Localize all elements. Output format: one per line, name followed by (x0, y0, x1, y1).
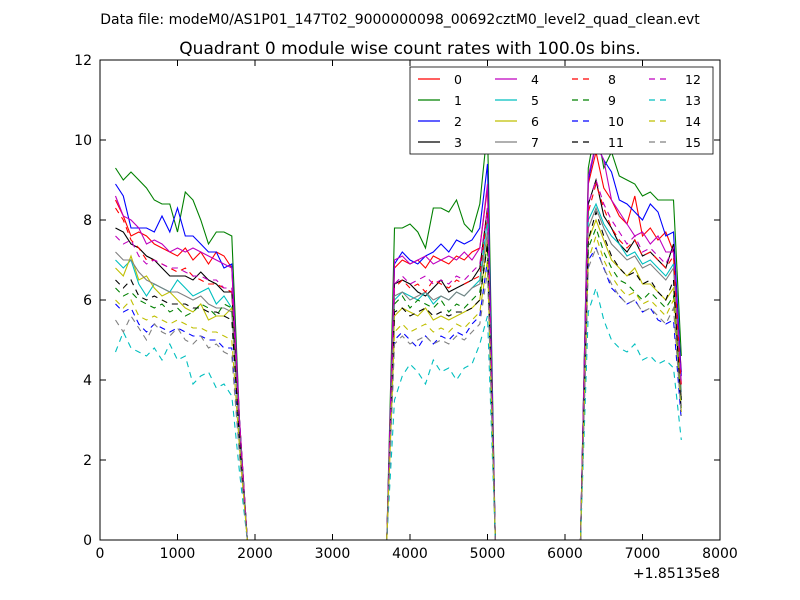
x-tick-label: 4000 (392, 546, 428, 562)
legend-label-11: 11 (608, 135, 624, 150)
series-line-1 (115, 123, 682, 541)
series-line-11 (115, 210, 682, 541)
data-file-suptitle: Data file: modeM0/AS1P01_147T02_90000000… (100, 12, 700, 28)
legend-label-0: 0 (454, 72, 462, 87)
legend-label-9: 9 (608, 93, 616, 108)
legend-label-3: 3 (454, 135, 462, 150)
y-tick-label: 2 (83, 453, 92, 469)
y-tick-label: 4 (83, 373, 92, 389)
y-tick-label: 6 (83, 293, 92, 309)
legend-label-5: 5 (531, 93, 539, 108)
series-line-2 (115, 142, 682, 541)
series-line-8 (115, 182, 682, 541)
series-line-9 (115, 226, 682, 541)
legend-label-13: 13 (685, 93, 701, 108)
x-tick-label: 0 (96, 546, 105, 562)
series-line-0 (115, 151, 682, 541)
series-line-5 (115, 202, 682, 541)
y-tick-label: 8 (83, 213, 92, 229)
x-tick-label: 8000 (702, 546, 738, 562)
y-tick-label: 0 (83, 533, 92, 549)
series-line-13 (114, 285, 682, 541)
legend-label-15: 15 (685, 135, 701, 150)
x-offset-label: +1.85135e8 (633, 566, 720, 582)
legend-label-8: 8 (608, 72, 616, 87)
y-tick-label: 12 (74, 53, 92, 69)
series-line-4 (114, 142, 682, 541)
legend-label-10: 10 (608, 114, 624, 129)
legend-label-1: 1 (454, 93, 462, 108)
chart-title: Quadrant 0 module wise count rates with … (179, 39, 640, 59)
x-tick-label: 5000 (470, 546, 506, 562)
x-tick-label: 1000 (160, 546, 196, 562)
series-line-7 (115, 206, 682, 541)
legend-label-14: 14 (685, 114, 701, 129)
x-tick-label: 2000 (237, 546, 273, 562)
series-line-6 (115, 218, 682, 541)
y-tick-label: 10 (74, 133, 92, 149)
series-line-10 (115, 246, 682, 541)
series-line-3 (115, 177, 682, 541)
legend-label-4: 4 (531, 72, 539, 87)
x-tick-label: 3000 (315, 546, 351, 562)
x-tick-label: 6000 (547, 546, 583, 562)
legend-label-2: 2 (454, 114, 462, 129)
legend-box (409, 66, 714, 155)
legend-label-6: 6 (531, 114, 539, 129)
x-tick-label: 7000 (625, 546, 661, 562)
series-line-14 (115, 234, 682, 541)
series-line-15 (115, 246, 682, 541)
series-line-12 (115, 178, 682, 541)
legend-label-7: 7 (531, 135, 539, 150)
legend-label-12: 12 (685, 72, 701, 87)
